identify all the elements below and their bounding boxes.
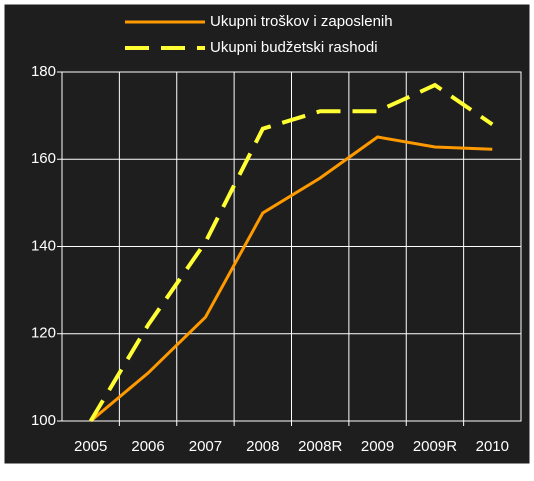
- series-line: [88, 82, 494, 423]
- legend-label: Ukupni troškov i zaposlenih: [210, 13, 393, 30]
- x-tick-label: 2008R: [298, 438, 342, 455]
- x-tick-label: 2008: [246, 438, 279, 455]
- series-line: [89, 135, 493, 423]
- x-tick-label: 2007: [189, 438, 222, 455]
- x-tick-label: 2005: [74, 438, 107, 455]
- y-tick-label: 100: [31, 412, 56, 429]
- x-tick-label: 2009: [361, 438, 394, 455]
- x-tick-label: 2009R: [413, 438, 457, 455]
- x-tick-label: 2010: [476, 438, 509, 455]
- y-tick-label: 160: [31, 150, 56, 167]
- y-tick-label: 180: [31, 63, 56, 80]
- y-tick-label: 120: [31, 325, 56, 342]
- legend-label: Ukupni budžetski rashodi: [210, 39, 378, 56]
- chart-background: [3, 3, 531, 465]
- x-tick-label: 2006: [131, 438, 164, 455]
- y-tick-label: 140: [31, 237, 56, 254]
